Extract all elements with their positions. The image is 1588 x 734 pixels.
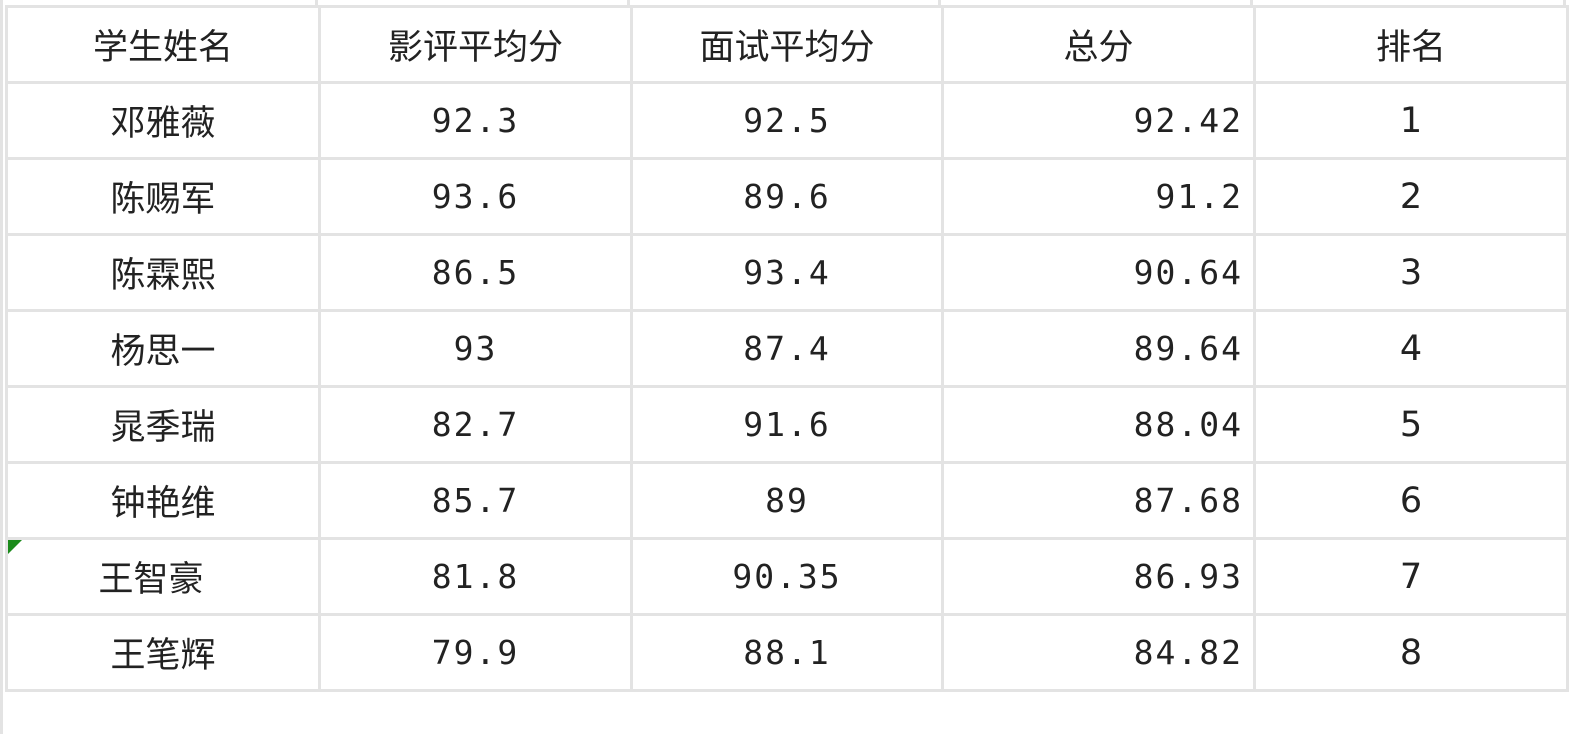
cell-value: 邓雅薇 [110,104,216,144]
review-avg-cell[interactable]: 86.5 [318,233,633,312]
review-avg-cell[interactable]: 92.3 [318,81,633,160]
rank-cell[interactable]: 3 [1253,233,1569,312]
cell-value: 92.3 [431,101,520,140]
cell-value: 4 [1399,328,1423,369]
cell-value: 王智豪 [98,560,204,600]
interview-avg-cell[interactable]: 90.35 [630,537,944,616]
cell-value: 90.35 [732,557,842,596]
comment-indicator-icon [9,541,22,554]
total-cell[interactable]: 89.64 [941,309,1256,388]
header-cell-review-avg[interactable]: 影评平均分 [318,5,633,84]
table-row: 陈赐军 93.6 89.6 91.2 2 [5,157,1569,236]
cell-value: 81.8 [431,557,520,596]
total-cell[interactable]: 84.82 [941,613,1256,692]
cell-value: 钟艳维 [110,484,216,524]
table-row: 钟艳维 85.7 89 87.68 6 [5,461,1569,540]
total-cell[interactable]: 87.68 [941,461,1256,540]
cell-value: 93.6 [431,177,520,216]
cell-value: 陈赐军 [110,180,216,220]
student-name-cell[interactable]: 晁季瑞 [5,385,321,464]
total-cell[interactable]: 90.64 [941,233,1256,312]
interview-avg-cell[interactable]: 91.6 [630,385,944,464]
header-cell-student-name[interactable]: 学生姓名 [5,5,321,84]
student-name-cell[interactable]: 陈霖熙 [5,233,321,312]
interview-avg-cell[interactable]: 88.1 [630,613,944,692]
total-cell[interactable]: 86.93 [941,537,1256,616]
interview-avg-cell[interactable]: 92.5 [630,81,944,160]
total-cell[interactable]: 92.42 [941,81,1256,160]
cell-value: 7 [1399,556,1423,597]
rank-cell[interactable]: 6 [1253,461,1569,540]
cell-value: 87.68 [1133,481,1243,520]
total-cell[interactable]: 88.04 [941,385,1256,464]
rank-cell[interactable]: 4 [1253,309,1569,388]
table-row: 杨思一 93 87.4 89.64 4 [5,309,1569,388]
rank-cell[interactable]: 7 [1253,537,1569,616]
total-cell[interactable]: 91.2 [941,157,1256,236]
table-row: 邓雅薇 92.3 92.5 92.42 1 [5,81,1569,160]
cell-value: 晁季瑞 [110,408,216,448]
cell-value: 6 [1399,480,1423,521]
header-row: 学生姓名 影评平均分 面试平均分 总分 排名 [5,5,1569,84]
header-cell-total[interactable]: 总分 [941,5,1256,84]
cell-value: 92.42 [1133,101,1243,140]
cell-value: 86.93 [1133,557,1243,596]
rank-cell[interactable]: 5 [1253,385,1569,464]
student-name-cell[interactable]: 杨思一 [5,309,321,388]
cell-value: 87.4 [743,329,831,368]
score-table: 学生姓名 影评平均分 面试平均分 总分 排名 邓雅薇 92.3 92.5 92.42 1… [5,5,1569,692]
cell-value: 王笔辉 [110,636,216,676]
cell-value: 88.1 [743,633,831,672]
cell-value: 90.64 [1133,253,1243,292]
interview-avg-cell[interactable]: 87.4 [630,309,944,388]
review-avg-cell[interactable]: 93 [318,309,633,388]
cell-value: 85.7 [431,481,520,520]
cell-value: 88.04 [1133,405,1243,444]
student-name-cell[interactable]: 陈赐军 [5,157,321,236]
sheet-left-edge [0,0,3,734]
cell-value: 93 [453,329,498,368]
cell-value: 91.2 [1155,177,1243,216]
header-cell-interview-avg[interactable]: 面试平均分 [630,5,944,84]
cell-value: 1 [1399,100,1423,141]
cell-value: 89 [765,481,809,520]
table-row: 晁季瑞 82.7 91.6 88.04 5 [5,385,1569,464]
review-avg-cell[interactable]: 79.9 [318,613,633,692]
cell-value: 2 [1399,176,1423,217]
rank-cell[interactable]: 8 [1253,613,1569,692]
cell-value: 陈霖熙 [110,256,216,296]
previous-row-border [0,0,1588,5]
cell-value: 3 [1399,252,1423,293]
cell-value: 91.6 [743,405,831,444]
student-name-cell[interactable]: 钟艳维 [5,461,321,540]
interview-avg-cell[interactable]: 89.6 [630,157,944,236]
cell-value: 5 [1399,404,1423,445]
review-avg-cell[interactable]: 85.7 [318,461,633,540]
cell-value: 89.64 [1133,329,1243,368]
cell-value: 82.7 [431,405,520,444]
cell-value: 93.4 [743,253,831,292]
student-name-cell[interactable]: 王智豪 [5,537,321,616]
cell-value: 89.6 [743,177,831,216]
interview-avg-cell[interactable]: 89 [630,461,944,540]
review-avg-cell[interactable]: 82.7 [318,385,633,464]
rank-cell[interactable]: 1 [1253,81,1569,160]
interview-avg-cell[interactable]: 93.4 [630,233,944,312]
student-name-cell[interactable]: 邓雅薇 [5,81,321,160]
table-row: 王智豪 81.8 90.35 86.93 7 [5,537,1569,616]
table-row: 陈霖熙 86.5 93.4 90.64 3 [5,233,1569,312]
header-cell-rank[interactable]: 排名 [1253,5,1569,84]
student-name-cell[interactable]: 王笔辉 [5,613,321,692]
cell-value: 杨思一 [110,332,216,372]
cell-value: 84.82 [1133,633,1243,672]
cell-value: 92.5 [743,101,831,140]
review-avg-cell[interactable]: 81.8 [318,537,633,616]
cell-value: 86.5 [431,253,520,292]
cell-value: 79.9 [431,633,520,672]
rank-cell[interactable]: 2 [1253,157,1569,236]
table-row: 王笔辉 79.9 88.1 84.82 8 [5,613,1569,692]
cell-value: 8 [1399,632,1423,673]
review-avg-cell[interactable]: 93.6 [318,157,633,236]
